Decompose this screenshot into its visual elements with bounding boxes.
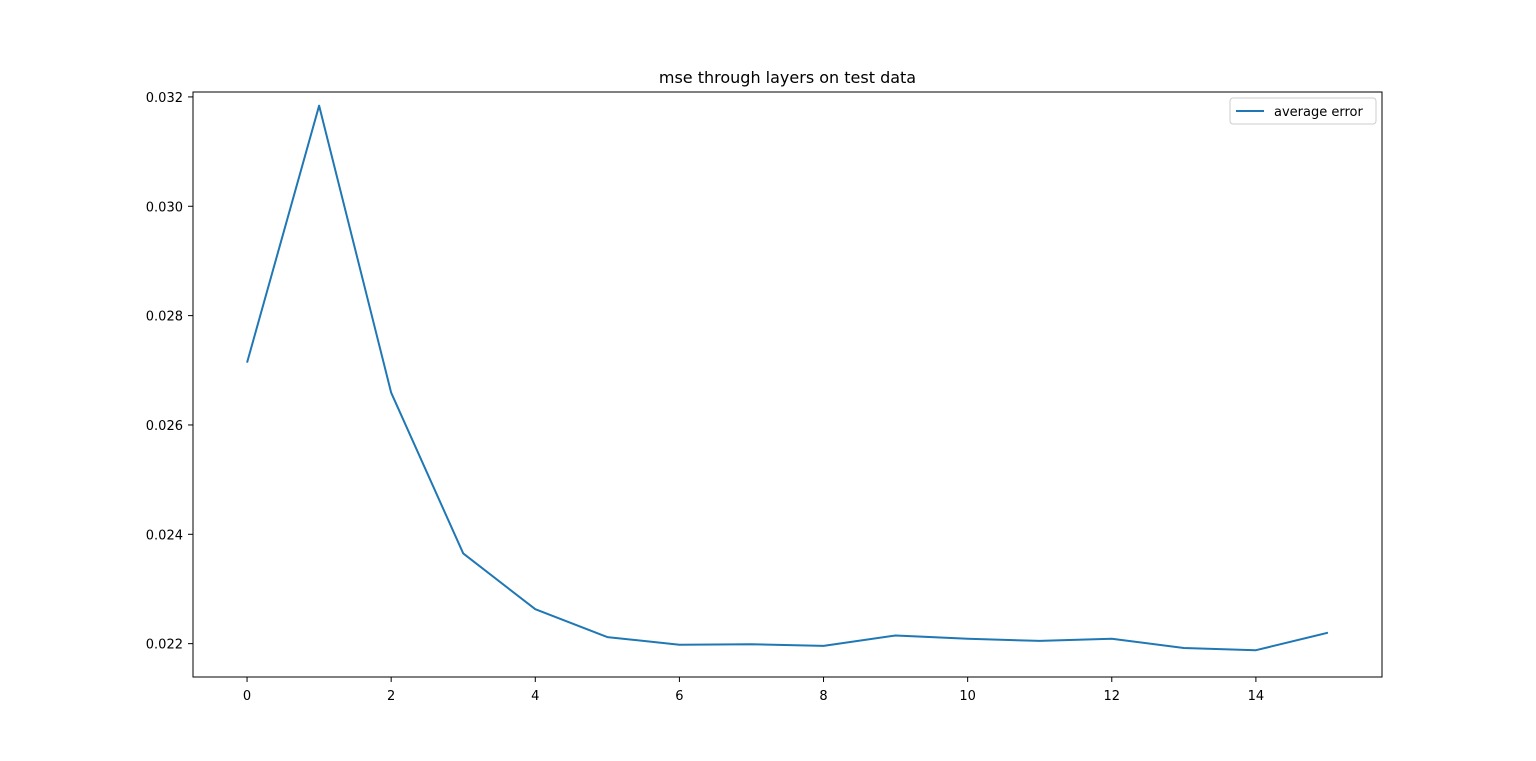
legend-box <box>1229 97 1377 125</box>
y-tick-label: 0.026 <box>146 419 183 434</box>
y-tick-label: 0.028 <box>146 310 183 325</box>
x-tick-label: 12 <box>1103 689 1120 704</box>
x-tick-label: 8 <box>819 689 827 704</box>
legend-label: average error <box>1274 105 1363 120</box>
chart-title: mse through layers on test data <box>659 68 916 87</box>
legend: average error <box>1229 97 1377 125</box>
x-tick-label: 6 <box>675 689 683 704</box>
x-tick-label: 14 <box>1248 689 1265 704</box>
y-tick-label: 0.030 <box>146 200 183 215</box>
x-tick-label: 0 <box>243 689 251 704</box>
series-layer <box>246 104 1329 652</box>
series-line-average-error <box>246 104 1329 652</box>
y-tick-label: 0.032 <box>146 91 183 106</box>
plot-frame <box>192 91 1383 678</box>
x-tick-label: 10 <box>959 689 976 704</box>
y-tick-label: 0.022 <box>146 638 183 653</box>
x-axis-ticks: 0 2 4 6 8 10 12 14 <box>243 677 1264 704</box>
x-tick-label: 2 <box>387 689 395 704</box>
y-axis-ticks: 0.022 0.024 0.026 0.028 0.030 0.032 <box>146 91 193 653</box>
y-tick-label: 0.024 <box>146 528 183 543</box>
x-tick-label: 4 <box>531 689 539 704</box>
